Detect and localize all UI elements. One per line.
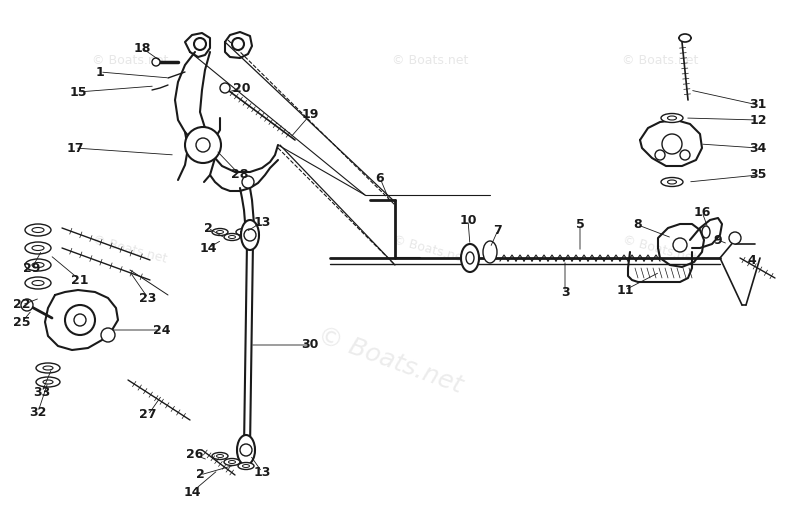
Circle shape — [152, 58, 160, 66]
Text: 9: 9 — [713, 233, 722, 246]
Ellipse shape — [32, 227, 44, 232]
Text: 29: 29 — [24, 262, 41, 274]
Text: 32: 32 — [29, 406, 47, 418]
Text: 3: 3 — [561, 286, 570, 298]
Text: 6: 6 — [376, 172, 384, 184]
Ellipse shape — [216, 230, 224, 233]
Circle shape — [232, 38, 244, 50]
Text: 28: 28 — [231, 168, 249, 181]
Circle shape — [244, 229, 256, 241]
Ellipse shape — [228, 236, 235, 239]
Text: 34: 34 — [749, 141, 766, 155]
Text: © Boats.net: © Boats.net — [392, 53, 468, 67]
Ellipse shape — [661, 178, 683, 186]
Circle shape — [680, 150, 690, 160]
Circle shape — [242, 176, 254, 188]
Text: © Boats.net: © Boats.net — [92, 234, 168, 266]
Text: 25: 25 — [13, 315, 31, 329]
Text: © Boats.net: © Boats.net — [314, 323, 466, 397]
Text: 31: 31 — [749, 98, 766, 112]
Ellipse shape — [224, 233, 240, 241]
Ellipse shape — [243, 464, 250, 467]
Ellipse shape — [25, 224, 51, 236]
Text: 24: 24 — [153, 324, 171, 336]
Text: 19: 19 — [301, 109, 318, 121]
Text: © Boats.net: © Boats.net — [622, 53, 698, 67]
Ellipse shape — [668, 116, 676, 120]
Ellipse shape — [32, 245, 44, 250]
Circle shape — [65, 305, 95, 335]
Ellipse shape — [237, 435, 255, 465]
Circle shape — [74, 314, 86, 326]
Text: 2: 2 — [204, 222, 213, 234]
Ellipse shape — [212, 228, 228, 236]
Ellipse shape — [43, 380, 53, 384]
Ellipse shape — [238, 462, 254, 470]
Ellipse shape — [241, 220, 259, 250]
Text: 13: 13 — [254, 465, 271, 479]
Text: 5: 5 — [576, 219, 585, 231]
Text: 35: 35 — [749, 168, 766, 181]
Text: © Boats.net: © Boats.net — [391, 234, 468, 266]
Text: © Boats.net: © Boats.net — [92, 53, 168, 67]
Ellipse shape — [32, 263, 44, 267]
Circle shape — [101, 328, 115, 342]
Ellipse shape — [661, 114, 683, 122]
Ellipse shape — [679, 34, 691, 42]
Circle shape — [220, 83, 230, 93]
Ellipse shape — [240, 230, 247, 233]
Text: 11: 11 — [616, 284, 634, 296]
Text: 16: 16 — [694, 205, 711, 219]
Ellipse shape — [25, 242, 51, 254]
Ellipse shape — [224, 459, 240, 465]
Text: 14: 14 — [199, 242, 216, 254]
Ellipse shape — [236, 228, 252, 236]
Text: 26: 26 — [186, 449, 204, 461]
Text: 1: 1 — [96, 66, 104, 78]
Circle shape — [194, 38, 206, 50]
Text: 21: 21 — [71, 273, 88, 287]
Text: 30: 30 — [301, 338, 318, 352]
Ellipse shape — [216, 455, 224, 458]
Text: 14: 14 — [183, 485, 201, 499]
Ellipse shape — [25, 259, 51, 271]
Text: 13: 13 — [254, 216, 271, 228]
Text: 23: 23 — [139, 291, 156, 305]
Ellipse shape — [43, 366, 53, 370]
Circle shape — [240, 444, 252, 456]
Circle shape — [21, 299, 33, 311]
Ellipse shape — [36, 363, 60, 373]
Circle shape — [673, 238, 687, 252]
Ellipse shape — [483, 241, 497, 263]
Ellipse shape — [25, 277, 51, 289]
Ellipse shape — [228, 460, 235, 463]
Text: 27: 27 — [139, 409, 156, 421]
Ellipse shape — [212, 453, 228, 459]
Circle shape — [729, 232, 741, 244]
Text: 2: 2 — [196, 468, 205, 481]
Circle shape — [655, 150, 665, 160]
Ellipse shape — [36, 377, 60, 387]
Text: 10: 10 — [459, 214, 476, 226]
Ellipse shape — [461, 244, 479, 272]
Text: 18: 18 — [134, 41, 151, 54]
Ellipse shape — [668, 180, 676, 184]
Text: © Boats.net: © Boats.net — [622, 234, 698, 266]
Text: 20: 20 — [233, 81, 250, 95]
Text: 17: 17 — [66, 141, 84, 155]
Text: 33: 33 — [33, 386, 51, 398]
Text: 7: 7 — [494, 224, 502, 237]
Text: 15: 15 — [70, 86, 87, 98]
Ellipse shape — [32, 281, 44, 286]
Circle shape — [185, 127, 221, 163]
Ellipse shape — [702, 226, 710, 238]
Text: 4: 4 — [747, 253, 756, 267]
Circle shape — [662, 134, 682, 154]
Circle shape — [196, 138, 210, 152]
Text: 22: 22 — [13, 298, 31, 311]
Text: 8: 8 — [634, 219, 642, 231]
Text: 12: 12 — [749, 114, 767, 126]
Ellipse shape — [466, 252, 474, 264]
